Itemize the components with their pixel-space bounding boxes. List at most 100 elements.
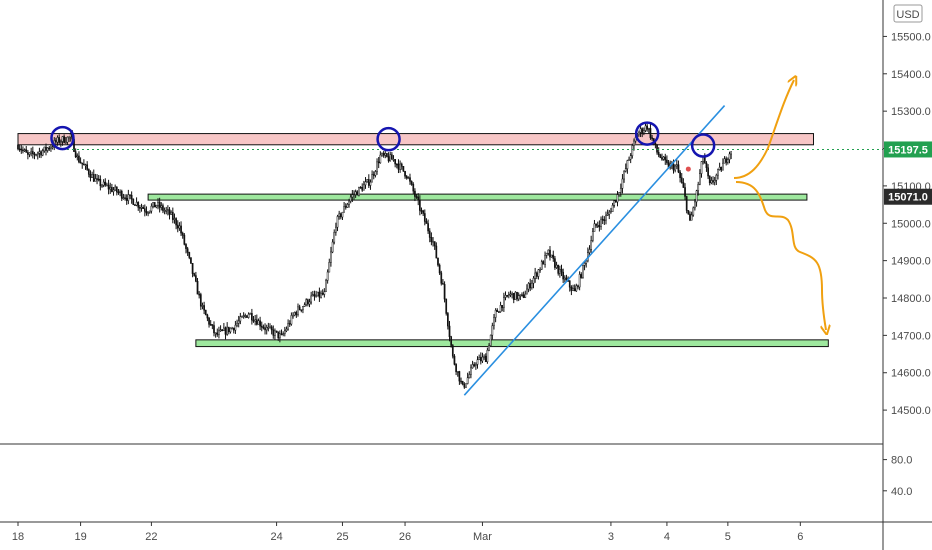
candle-body — [139, 207, 141, 209]
candle-body — [224, 327, 227, 335]
candle-body — [511, 293, 513, 295]
candle-body — [501, 305, 504, 308]
candle-body — [488, 345, 490, 351]
candle-body — [249, 313, 252, 315]
candle-body — [267, 326, 270, 329]
candle-body — [694, 201, 696, 209]
candle-body — [402, 166, 405, 172]
candle-body — [122, 197, 125, 199]
candle-body — [162, 205, 164, 211]
candle-body — [300, 309, 303, 311]
candle-body — [175, 218, 177, 226]
time-tick-label: 25 — [336, 531, 348, 543]
candle-body — [17, 144, 19, 150]
candle-body — [232, 327, 235, 331]
candle-body — [157, 202, 159, 206]
candle-body — [148, 210, 151, 213]
candle-body — [712, 180, 714, 183]
candle-body — [111, 187, 113, 192]
candle-body — [578, 274, 581, 288]
candle-body — [697, 184, 700, 192]
candle-body — [320, 293, 322, 298]
candle-body — [41, 150, 44, 156]
candle-body — [79, 161, 82, 164]
price-tick-label: 15300.0 — [891, 106, 931, 118]
candle-body — [404, 170, 406, 177]
highlight-circle — [690, 133, 716, 158]
candle-body — [211, 324, 214, 326]
candle-body — [344, 206, 347, 208]
candle-body — [555, 264, 558, 268]
candle-body — [540, 261, 543, 270]
candle-body — [707, 167, 709, 177]
candle-body — [193, 273, 196, 276]
candle-body — [666, 159, 668, 163]
candle-body — [447, 313, 449, 327]
candle-body — [196, 280, 199, 295]
candle-body — [117, 191, 120, 194]
candle-body — [468, 374, 471, 379]
candle-body — [420, 210, 423, 212]
candle-body — [361, 187, 364, 191]
candle-body — [537, 269, 540, 277]
candle-body — [483, 355, 485, 358]
candle-body — [583, 262, 586, 266]
candle-body — [588, 249, 591, 253]
candle-body — [657, 152, 660, 156]
candle-body — [28, 152, 31, 155]
price-tick-label: 14700.0 — [891, 330, 931, 342]
candle-body — [181, 232, 184, 236]
candle-body — [78, 155, 80, 163]
candle-body — [590, 240, 593, 250]
candle-body — [30, 151, 33, 154]
candle-body — [119, 191, 121, 193]
candle-body — [259, 320, 261, 327]
candle-body — [619, 188, 622, 193]
candle-body — [615, 200, 617, 203]
candle-body — [471, 364, 474, 369]
candle-body — [573, 288, 576, 292]
highlight-circle — [50, 125, 75, 151]
candle-body — [226, 326, 229, 335]
candle-body — [682, 182, 685, 188]
candle-body — [107, 184, 110, 190]
candle-body — [374, 171, 377, 176]
candle-body — [654, 142, 657, 145]
candle-body — [522, 294, 525, 298]
candle-body — [519, 294, 522, 296]
price-tick-label: 14500.0 — [891, 405, 931, 417]
candle-body — [143, 208, 146, 212]
candle-body — [391, 154, 393, 160]
candle-body — [659, 154, 662, 158]
candle-body — [367, 179, 370, 186]
candle-body — [274, 330, 276, 336]
candle-body — [130, 194, 133, 200]
candle-body — [264, 327, 266, 331]
candle-body — [465, 383, 467, 388]
trendline — [463, 105, 726, 396]
candle-body — [677, 164, 680, 173]
candle-body — [570, 286, 573, 291]
candle-body — [279, 333, 281, 339]
candle-body — [275, 330, 278, 333]
candle-body — [369, 181, 372, 186]
candle-body — [458, 371, 461, 382]
candle-body — [36, 152, 39, 155]
candle-body — [384, 153, 387, 156]
candle-body — [354, 191, 357, 195]
candle-body — [46, 147, 49, 151]
candle-body — [544, 255, 546, 265]
candle-body — [346, 204, 349, 208]
candle-body — [633, 140, 635, 146]
candle-body — [687, 210, 690, 215]
candle-body — [313, 294, 316, 297]
candle-body — [338, 213, 341, 217]
price-tick-label: 15400.0 — [891, 69, 931, 81]
candle-body — [87, 169, 90, 175]
time-tick-label: 22 — [145, 531, 157, 543]
candle-body — [99, 178, 102, 187]
candle-body — [331, 241, 334, 253]
candle-body — [382, 153, 385, 156]
candle-body — [624, 168, 627, 172]
